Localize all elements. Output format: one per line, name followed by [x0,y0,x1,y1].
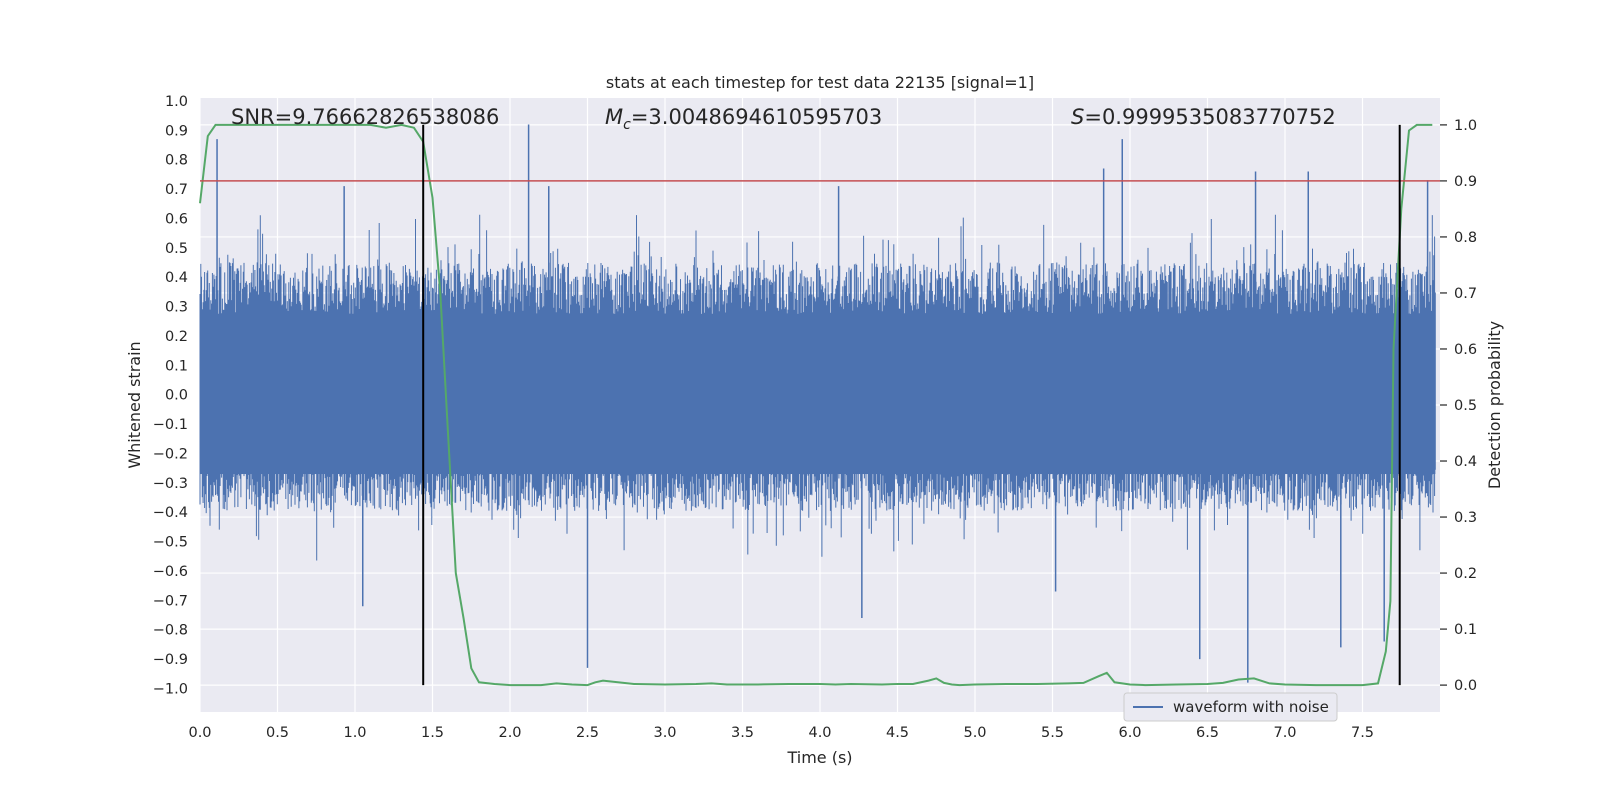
x-tick-label: 7.5 [1351,725,1374,741]
left-tick-label: 0.6 [165,211,188,227]
x-tick-label: 4.0 [808,725,831,741]
right-tick-label: 1.0 [1454,118,1477,134]
x-tick-label: 1.0 [343,725,366,741]
x-tick-label: 7.0 [1273,725,1296,741]
x-tick-label: 6.0 [1118,725,1141,741]
left-tick-label: 1.0 [165,94,188,110]
probability-series [199,123,1433,687]
x-tick-label: 0.5 [266,725,289,741]
left-tick-label: 0.9 [165,123,188,139]
left-tick-label: 0.1 [165,358,188,374]
left-tick-label: −0.5 [153,535,188,551]
left-tick-label: −1.0 [153,681,188,697]
waveform-core [200,315,1436,475]
right-tick-label: 0.0 [1454,678,1477,694]
x-tick-label: 2.5 [576,725,599,741]
s-annotation: S=0.9999535083770752 [1071,105,1336,129]
left-axis-ticks: 1.0 0.9 0.8 0.7 0.6 0.5 0.4 0.3 0.2 0.1 0.0 −0.1 −0.… [153,94,188,698]
chart-title: stats at each timestep for test data 221… [606,73,1034,92]
x-tick-label: 3.5 [731,725,754,741]
left-tick-label: −0.2 [153,446,188,462]
right-tick-label: 0.8 [1454,230,1477,246]
right-tick-label: 0.6 [1454,342,1477,358]
right-tick-label: 0.5 [1454,398,1477,414]
right-tick-label: 0.2 [1454,566,1477,582]
x-axis-ticks: 0.0 0.5 1.0 1.5 2.0 2.5 3.0 3.5 4.0 4.5 5.0 5.5 6.0 6… [188,725,1374,741]
right-tick-label: 0.1 [1454,622,1477,638]
x-tick-label: 5.5 [1041,725,1064,741]
event-markers [422,124,1401,686]
chirp-mass-annotation: Mc=3.0048694610595703 [605,105,882,133]
right-axis-ticks: 1.0 0.9 0.8 0.7 0.6 0.5 0.4 0.3 0.2 0.1 0.0 [1440,118,1477,694]
left-tick-label: −0.4 [153,505,188,521]
left-tick-label: 0.2 [165,329,188,345]
x-tick-label: 3.0 [653,725,676,741]
left-tick-label: 0.0 [165,388,188,404]
right-tick-label: 0.9 [1454,174,1477,190]
left-tick-label: −0.7 [153,593,188,609]
legend: waveform with noise [1123,692,1338,722]
right-tick-label: 0.7 [1454,286,1477,302]
left-tick-label: 0.7 [165,182,188,198]
left-tick-label: −0.6 [153,564,188,580]
x-tick-label: 1.5 [421,725,444,741]
left-tick-label: −0.1 [153,417,188,433]
y-axis-label-left: Whitened strain [125,341,144,468]
snr-annotation: SNR=9.76662826538086 [231,105,499,129]
x-tick-label: 5.0 [963,725,986,741]
legend-label: waveform with noise [1173,698,1329,716]
left-tick-label: 0.3 [165,300,188,316]
x-tick-label: 6.5 [1196,725,1219,741]
left-tick-label: 0.8 [165,153,188,169]
left-tick-label: 0.5 [165,241,188,257]
left-tick-label: −0.3 [153,476,188,492]
y-axis-label-right: Detection probability [1485,321,1504,489]
right-tick-label: 0.3 [1454,510,1477,526]
legend-box [1123,692,1338,722]
probability-line [199,123,1433,687]
x-axis-label: Time (s) [786,748,852,767]
x-tick-label: 2.0 [498,725,521,741]
left-tick-label: −0.9 [153,652,188,668]
left-tick-label: 0.4 [165,270,188,286]
waveform-series [199,124,1436,683]
x-tick-label: 4.5 [886,725,909,741]
right-tick-label: 0.4 [1454,454,1477,470]
left-tick-label: −0.8 [153,623,188,639]
x-tick-label: 0.0 [188,725,211,741]
